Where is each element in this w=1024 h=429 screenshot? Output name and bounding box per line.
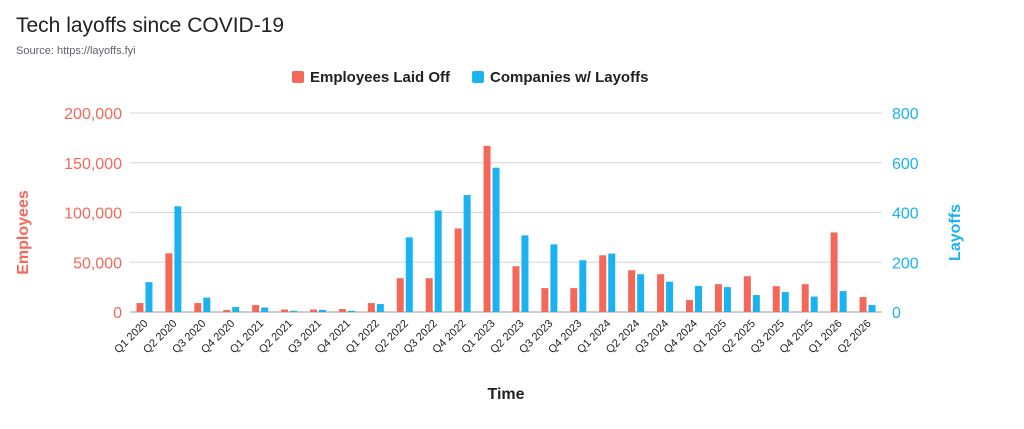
legend: Employees Laid Off Companies w/ Layoffs — [292, 69, 648, 86]
bar-companies-with-layoffs — [666, 281, 674, 312]
right-axis-title: Layoffs — [947, 204, 964, 261]
left-tick-label: 200,000 — [64, 106, 122, 123]
left-tick-label: 50,000 — [73, 255, 122, 272]
bar-companies-with-layoffs — [203, 297, 211, 312]
left-axis-ticks: 0 50,000 100,000 150,000 200,000 — [64, 106, 122, 322]
bar-companies-with-layoffs — [579, 260, 587, 312]
bar-companies-with-layoffs — [839, 291, 847, 312]
bar-employees-laid-off — [512, 266, 520, 312]
right-tick-label: 0 — [892, 305, 901, 322]
bar-employees-laid-off — [338, 309, 346, 312]
bar-companies-with-layoffs — [463, 195, 471, 312]
bar-companies-with-layoffs — [550, 244, 558, 312]
left-tick-label: 150,000 — [64, 156, 122, 173]
right-tick-label: 600 — [892, 156, 919, 173]
bar-employees-laid-off — [396, 278, 404, 312]
bars — [136, 145, 876, 312]
bar-companies-with-layoffs — [723, 287, 731, 312]
bar-employees-laid-off — [830, 232, 838, 312]
bar-employees-laid-off — [454, 228, 462, 312]
bar-companies-with-layoffs — [695, 285, 702, 312]
bar-employees-laid-off — [599, 255, 607, 312]
legend-label: Employees Laid Off — [310, 69, 451, 86]
bar-employees-laid-off — [136, 303, 144, 312]
bar-employees-laid-off — [628, 270, 636, 312]
bar-employees-laid-off — [310, 309, 317, 312]
bar-employees-laid-off — [801, 284, 809, 312]
bar-employees-laid-off — [425, 278, 433, 312]
bar-companies-with-layoffs — [405, 237, 413, 312]
bar-companies-with-layoffs — [319, 310, 326, 312]
bar-employees-laid-off — [772, 286, 780, 312]
right-tick-label: 200 — [892, 255, 919, 272]
bar-employees-laid-off — [743, 276, 751, 312]
x-axis-title: Time — [487, 386, 524, 403]
bar-employees-laid-off — [686, 300, 693, 312]
bar-companies-with-layoffs — [347, 310, 355, 312]
bar-companies-with-layoffs — [810, 296, 818, 312]
bar-employees-laid-off — [714, 284, 722, 312]
bar-companies-with-layoffs — [376, 304, 384, 312]
bar-companies-with-layoffs — [145, 282, 153, 312]
right-tick-label: 400 — [892, 206, 919, 223]
bar-companies-with-layoffs — [232, 307, 240, 312]
bar-employees-laid-off — [165, 253, 173, 312]
left-tick-label: 0 — [113, 305, 122, 322]
bar-companies-with-layoffs — [492, 167, 500, 312]
left-tick-label: 100,000 — [64, 206, 122, 223]
bar-employees-laid-off — [252, 305, 260, 312]
bar-employees-laid-off — [657, 274, 665, 312]
bar-companies-with-layoffs — [781, 292, 789, 312]
right-tick-label: 800 — [892, 106, 919, 123]
bar-companies-with-layoffs — [434, 210, 442, 312]
bar-employees-laid-off — [367, 303, 375, 312]
legend-label: Companies w/ Layoffs — [490, 69, 648, 86]
bar-employees-laid-off — [483, 145, 491, 312]
bar-companies-with-layoffs — [608, 253, 616, 312]
gridlines — [130, 112, 882, 313]
bar-employees-laid-off — [223, 310, 231, 312]
bar-employees-laid-off — [541, 288, 549, 312]
bar-employees-laid-off — [281, 309, 289, 312]
bar-employees-laid-off — [194, 303, 202, 312]
bar-employees-laid-off — [570, 288, 578, 312]
bar-employees-laid-off — [859, 297, 867, 312]
chart-source: Source: https://layoffs.fyi — [16, 45, 136, 57]
bar-companies-with-layoffs — [521, 235, 529, 312]
bar-companies-with-layoffs — [637, 274, 645, 312]
bar-companies-with-layoffs — [261, 307, 269, 312]
left-axis-title: Employees — [15, 190, 32, 275]
bar-companies-with-layoffs — [174, 206, 182, 312]
bar-companies-with-layoffs — [752, 295, 760, 312]
bar-companies-with-layoffs — [290, 310, 298, 312]
right-axis-ticks: 0 200 400 600 800 — [892, 106, 919, 322]
legend-swatch — [292, 71, 304, 83]
legend-swatch — [472, 71, 485, 83]
bar-companies-with-layoffs — [868, 305, 876, 312]
chart-title: Tech layoffs since COVID-19 — [16, 14, 285, 37]
